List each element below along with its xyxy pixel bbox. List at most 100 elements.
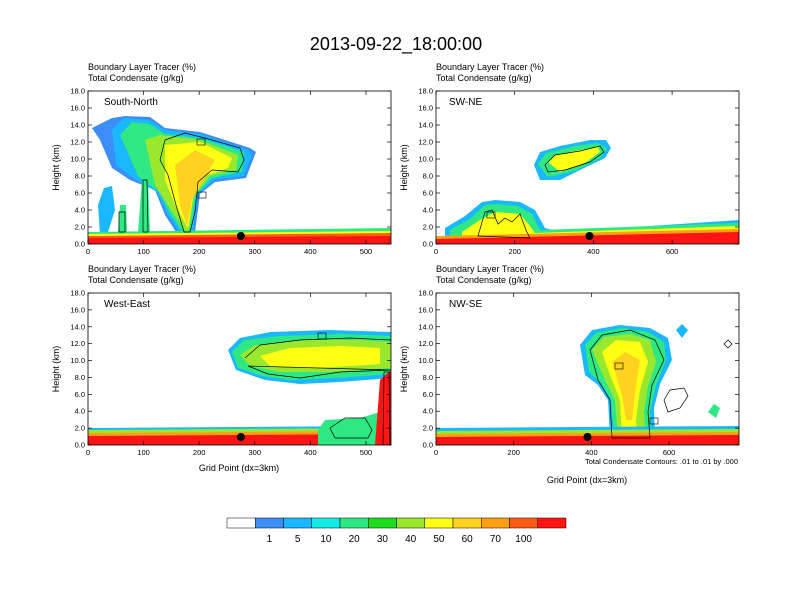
axes: 0.0 2.0 4.0 6.0 8.0 10.0 12.0 14.0 16.0 18.0 0 200 4… xyxy=(399,289,739,457)
condensate-contour xyxy=(544,145,605,173)
y-tick-label: 16.0 xyxy=(418,104,433,113)
plot-frame xyxy=(87,292,392,446)
y-tick-label: 6.0 xyxy=(75,189,85,198)
y-axis-title: Height (km) xyxy=(399,346,409,393)
panel-header-condensate: Total Condensate (g/kg) xyxy=(436,275,532,285)
cloud-layer xyxy=(708,404,720,418)
y-tick-label: 0.0 xyxy=(423,441,433,450)
panel-label: South-North xyxy=(104,97,158,108)
colorbar-box xyxy=(509,517,538,529)
condensate-contour xyxy=(118,211,126,233)
plot-frame xyxy=(435,90,740,245)
colorbar-box xyxy=(255,517,284,529)
x-tick-label: 500 xyxy=(360,448,373,457)
x-tick-label: 0 xyxy=(86,247,90,256)
y-tick-label: 16.0 xyxy=(418,305,433,314)
condensate-contour xyxy=(382,371,391,445)
y-axis-title: Height (km) xyxy=(51,144,61,191)
condensate-contour xyxy=(159,132,245,233)
y-tick-label: 4.0 xyxy=(423,407,433,416)
site-marker xyxy=(585,232,594,240)
condensate-contour xyxy=(142,179,149,233)
y-axis-title: Height (km) xyxy=(399,144,409,191)
condensate-contour xyxy=(244,337,391,379)
y-tick-label: 16.0 xyxy=(70,104,85,113)
plot-area xyxy=(436,324,739,445)
y-tick-label: 2.0 xyxy=(75,223,85,232)
contour-label-box xyxy=(649,417,659,425)
colorbar-label: 1 xyxy=(267,534,273,545)
cloud-layer xyxy=(318,396,391,445)
x-tick-label: 0 xyxy=(86,448,90,457)
panel-label: NW-SE xyxy=(449,299,482,310)
y-tick-label: 12.0 xyxy=(70,339,85,348)
axes: 0.0 2.0 4.0 6.0 8.0 10.0 12.0 14.0 16.0 18.0 0 200 4… xyxy=(399,87,739,256)
colorbar-box xyxy=(368,517,397,529)
y-tick-label: 10.0 xyxy=(418,356,433,365)
plot-frame xyxy=(87,90,392,245)
panel-south-north: Boundary Layer Tracer (%) Total Condensa… xyxy=(51,62,392,256)
colorbar-label: 5 xyxy=(295,534,301,545)
y-tick-label: 18.0 xyxy=(418,289,433,298)
y-tick-label: 8.0 xyxy=(423,172,433,181)
colorbar-box xyxy=(339,517,369,529)
y-tick-label: 12.0 xyxy=(418,339,433,348)
y-tick-label: 18.0 xyxy=(70,87,85,96)
y-tick-label: 8.0 xyxy=(75,172,85,181)
colorbar-box xyxy=(283,517,312,529)
y-tick-label: 14.0 xyxy=(418,322,433,331)
cloud-layer xyxy=(88,236,391,244)
x-tick-label: 200 xyxy=(193,247,206,256)
y-tick-label: 6.0 xyxy=(423,189,433,198)
cloud-layer xyxy=(175,150,215,226)
y-tick-label: 8.0 xyxy=(75,373,85,382)
cloud-layer xyxy=(375,370,391,445)
x-axis-title: Grid Point (dx=3km) xyxy=(199,463,279,473)
condensate-contour xyxy=(723,339,733,349)
y-tick-label: 12.0 xyxy=(418,138,433,147)
axes: 0.0 2.0 4.0 6.0 8.0 10.0 12.0 14.0 16.0 18.0 0 100 2… xyxy=(51,289,391,457)
colorbar-label: 100 xyxy=(515,534,532,545)
y-tick-label: 4.0 xyxy=(423,206,433,215)
panel-label: West-East xyxy=(104,299,150,310)
cloud-layer xyxy=(676,324,688,338)
cloud-layer xyxy=(260,346,380,368)
x-tick-label: 0 xyxy=(434,448,438,457)
colorbar-box xyxy=(396,517,425,529)
y-tick-label: 2.0 xyxy=(423,424,433,433)
x-axis-title: Grid Point (dx=3km) xyxy=(547,475,627,485)
x-tick-label: 400 xyxy=(304,247,317,256)
axes: 0.0 2.0 4.0 6.0 8.0 10.0 12.0 14.0 16.0 18.0 0 100 2… xyxy=(51,87,391,256)
panel-header-tracer: Boundary Layer Tracer (%) xyxy=(88,264,196,274)
site-marker xyxy=(236,433,245,441)
x-tick-label: 400 xyxy=(585,448,598,457)
y-tick-label: 2.0 xyxy=(423,223,433,232)
contour-label-box xyxy=(196,138,206,146)
panel-header-tracer: Boundary Layer Tracer (%) xyxy=(436,62,544,72)
colorbar-label: 10 xyxy=(320,534,332,545)
panel-nw-se: Boundary Layer Tracer (%) Total Condensa… xyxy=(399,264,740,485)
panel-header-tracer: Boundary Layer Tracer (%) xyxy=(436,264,544,274)
y-tick-label: 4.0 xyxy=(75,407,85,416)
y-tick-label: 6.0 xyxy=(75,390,85,399)
colorbar-box xyxy=(537,517,567,529)
y-tick-label: 6.0 xyxy=(423,390,433,399)
y-tick-label: 4.0 xyxy=(75,206,85,215)
cloud-layer xyxy=(548,147,600,172)
contour-label-box xyxy=(614,362,624,370)
y-tick-label: 14.0 xyxy=(70,322,85,331)
colorbar-box xyxy=(481,517,510,529)
x-tick-label: 200 xyxy=(193,448,206,457)
x-tick-label: 600 xyxy=(663,448,676,457)
colorbar-label: 70 xyxy=(490,534,502,545)
colorbar-label: 40 xyxy=(405,534,417,545)
y-tick-label: 0.0 xyxy=(423,240,433,249)
y-tick-label: 0.0 xyxy=(75,441,85,450)
panel-header-condensate: Total Condensate (g/kg) xyxy=(88,73,184,83)
x-tick-label: 300 xyxy=(249,247,262,256)
cloud-layer xyxy=(98,186,115,234)
x-tick-label: 500 xyxy=(360,247,373,256)
site-marker xyxy=(236,232,245,240)
y-tick-label: 10.0 xyxy=(70,155,85,164)
x-tick-label: 0 xyxy=(434,247,438,256)
